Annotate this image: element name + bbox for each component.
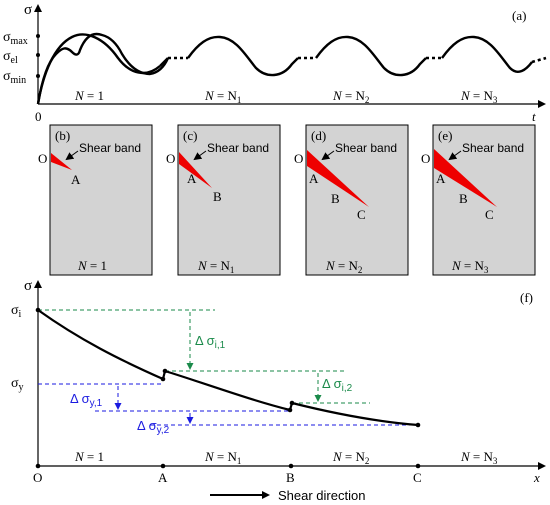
panel-a: σ (a) 0 t σmax σel σmin N = 1 N = N1 N =… xyxy=(3,2,546,124)
tag-b: (b) xyxy=(55,128,70,143)
signal-wave-2 xyxy=(188,37,298,75)
point-A-e: A xyxy=(436,171,446,186)
tag-e: (e) xyxy=(438,128,452,143)
panel-f-y-label: σ xyxy=(24,278,32,294)
point-O-d: O xyxy=(294,151,303,166)
label-d-sigma-y1: Δ σy,1 xyxy=(70,391,103,409)
curve-stage-2 xyxy=(165,371,290,410)
tick-sigma-el: σel xyxy=(3,49,18,66)
tag-d: (d) xyxy=(311,128,326,143)
shear-band-label-d: Shear band xyxy=(335,141,397,155)
label-sigma-y: σy xyxy=(11,376,24,393)
panel-a-origin: 0 xyxy=(35,109,42,124)
tag-c: (c) xyxy=(183,128,197,143)
stage-f-4: N = N3 xyxy=(460,449,498,466)
panel-f: σ (f) x σi σy Δ σi,1 Δ σi,2 Δ σy,1 Δ σy,… xyxy=(11,278,544,503)
curve-stage-1 xyxy=(38,310,163,379)
curve-stage-3 xyxy=(292,403,418,425)
stage-f-2: N = N1 xyxy=(204,449,241,466)
signal-dots-4 xyxy=(532,58,546,62)
panel-b: (b) Shear band O A N = 1 xyxy=(38,125,152,275)
panel-a-x-label: t xyxy=(532,109,536,124)
stage-a-2: N = N1 xyxy=(204,88,241,105)
point-B-c: B xyxy=(213,189,222,204)
label-d-sigma-y2: Δ σy,2 xyxy=(137,418,170,436)
point-A-d: A xyxy=(309,171,319,186)
tick-dot-el xyxy=(36,53,40,57)
tick-sigma-min: σmin xyxy=(3,69,26,86)
stage-f-1: N = 1 xyxy=(74,449,104,464)
x-tick-C xyxy=(416,464,421,469)
stage-a-4: N = N3 xyxy=(460,88,498,105)
x-label-A: A xyxy=(158,470,168,485)
label-sigma-i: σi xyxy=(11,303,22,320)
point-B-bottom xyxy=(288,408,293,413)
point-O-e: O xyxy=(421,151,430,166)
x-tick-B xyxy=(289,464,294,469)
x-label-O: O xyxy=(33,470,42,485)
point-A-c: A xyxy=(187,171,197,186)
point-C-end xyxy=(416,423,421,428)
stage-a-3: N = N2 xyxy=(332,88,369,105)
signal-wave-4 xyxy=(442,37,532,72)
x-tick-O xyxy=(36,464,41,469)
panel-c: (c) Shear band O A B N = N1 xyxy=(166,125,280,275)
stage-f-3: N = N2 xyxy=(332,449,369,466)
point-B-d: B xyxy=(331,191,340,206)
point-A-bottom xyxy=(161,377,166,382)
point-C-d: C xyxy=(357,207,366,222)
stage-a-1: N = 1 xyxy=(74,88,104,103)
x-label-B: B xyxy=(286,470,295,485)
n-label-c: N = N1 xyxy=(197,258,234,275)
n-label-d: N = N2 xyxy=(325,258,362,275)
panel-a-y-label: σ xyxy=(24,2,32,18)
n-label-b: N = 1 xyxy=(77,258,107,273)
shear-band-label-c: Shear band xyxy=(207,141,269,155)
n-label-e: N = N3 xyxy=(451,258,489,275)
tick-dot-max xyxy=(36,34,40,38)
point-sigma-i xyxy=(36,308,41,313)
signal-wave-3 xyxy=(316,37,426,75)
point-B-e: B xyxy=(459,191,468,206)
panel-f-tag: (f) xyxy=(520,290,533,305)
point-O-b: O xyxy=(38,151,47,166)
point-A-b: A xyxy=(71,172,81,187)
point-A-top xyxy=(163,369,168,374)
x-label-C: C xyxy=(413,470,422,485)
label-d-sigma-i1: Δ σi,1 xyxy=(195,333,226,351)
panel-d: (d) Shear band O A B C N = N2 xyxy=(294,125,408,275)
tick-sigma-max: σmax xyxy=(3,30,28,47)
panel-f-x-label: x xyxy=(533,470,540,485)
panel-e: (e) Shear band O A B C N = N3 xyxy=(421,125,535,275)
x-tick-A xyxy=(161,464,166,469)
panel-a-tag: (a) xyxy=(512,8,526,23)
label-d-sigma-i2: Δ σi,2 xyxy=(322,376,353,394)
point-O-c: O xyxy=(166,151,175,166)
shear-band-label-e: Shear band xyxy=(462,141,524,155)
shear-band-label-b: Shear band xyxy=(79,141,141,155)
point-C-e: C xyxy=(485,207,494,222)
shear-direction-label: Shear direction xyxy=(278,488,365,503)
tick-dot-min xyxy=(36,74,40,78)
point-B-top xyxy=(290,401,295,406)
